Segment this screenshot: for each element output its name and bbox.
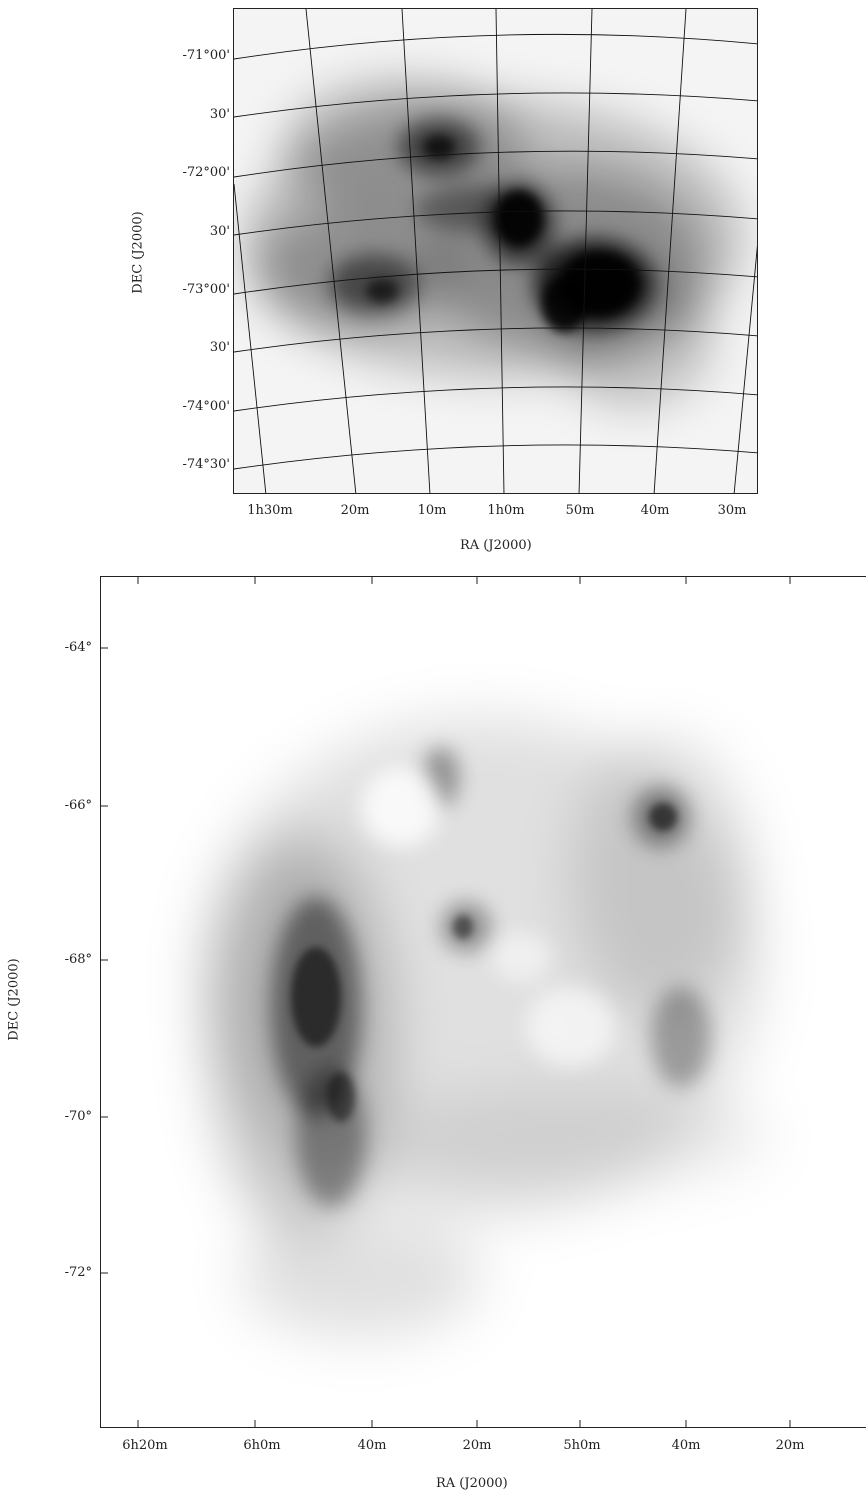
top-y-tick-label: 30'	[209, 224, 230, 239]
top-x-tick-label: 30m	[717, 503, 747, 518]
top-y-tick-label: -72°00'	[182, 165, 230, 180]
top-y-tick-label: 30'	[209, 107, 230, 122]
bottom-y-tick-label: -64°	[64, 640, 92, 655]
top-y-tick-label: 30'	[209, 340, 230, 355]
top-y-tick-label: -74°00'	[182, 399, 230, 414]
top-image-frame	[233, 8, 758, 494]
bottom-x-tick-label: 6h20m	[122, 1438, 168, 1453]
top-x-tick-label: 40m	[640, 503, 670, 518]
bottom-y-tick-label: -66°	[64, 798, 92, 813]
bottom-y-tick-label: -70°	[64, 1109, 92, 1124]
top-panel: -71°00' 30' -72°00' 30' -73°00' 30' -74°…	[0, 0, 866, 560]
bottom-y-tick-label: -72°	[64, 1265, 92, 1280]
bottom-y-axis-title: DEC (J2000)	[6, 958, 22, 1041]
top-x-tick-label: 1h0m	[487, 503, 525, 518]
top-hi-map	[234, 9, 757, 493]
top-y-tick-label: -73°00'	[182, 282, 230, 297]
bottom-x-tick-label: 40m	[671, 1438, 701, 1453]
bottom-image-frame	[100, 576, 866, 1428]
bottom-x-axis-title: RA (J2000)	[436, 1476, 508, 1491]
bottom-x-tick-label: 40m	[357, 1438, 387, 1453]
bottom-x-tick-label: 20m	[462, 1438, 492, 1453]
top-x-tick-label: 1h30m	[247, 503, 293, 518]
top-y-tick-label: -71°00'	[182, 48, 230, 63]
bottom-hi-map	[101, 577, 866, 1427]
top-coordinate-grid	[234, 9, 757, 493]
bottom-x-tick-label: 6h0m	[243, 1438, 281, 1453]
bottom-x-tick-label: 5h0m	[563, 1438, 601, 1453]
bottom-y-tick-label: -68°	[64, 952, 92, 967]
top-x-tick-label: 20m	[340, 503, 370, 518]
top-y-tick-label: -74°30'	[182, 457, 230, 472]
top-x-axis-title: RA (J2000)	[460, 538, 532, 553]
top-x-tick-label: 50m	[565, 503, 595, 518]
bottom-x-tick-label: 20m	[775, 1438, 805, 1453]
bottom-panel: -64° -66° -68° -70° -72° 6h20m 6h0m 40m …	[0, 560, 866, 1500]
top-y-axis-title: DEC (J2000)	[130, 211, 146, 294]
top-x-tick-label: 10m	[417, 503, 447, 518]
bottom-tick-marks	[100, 576, 791, 1428]
